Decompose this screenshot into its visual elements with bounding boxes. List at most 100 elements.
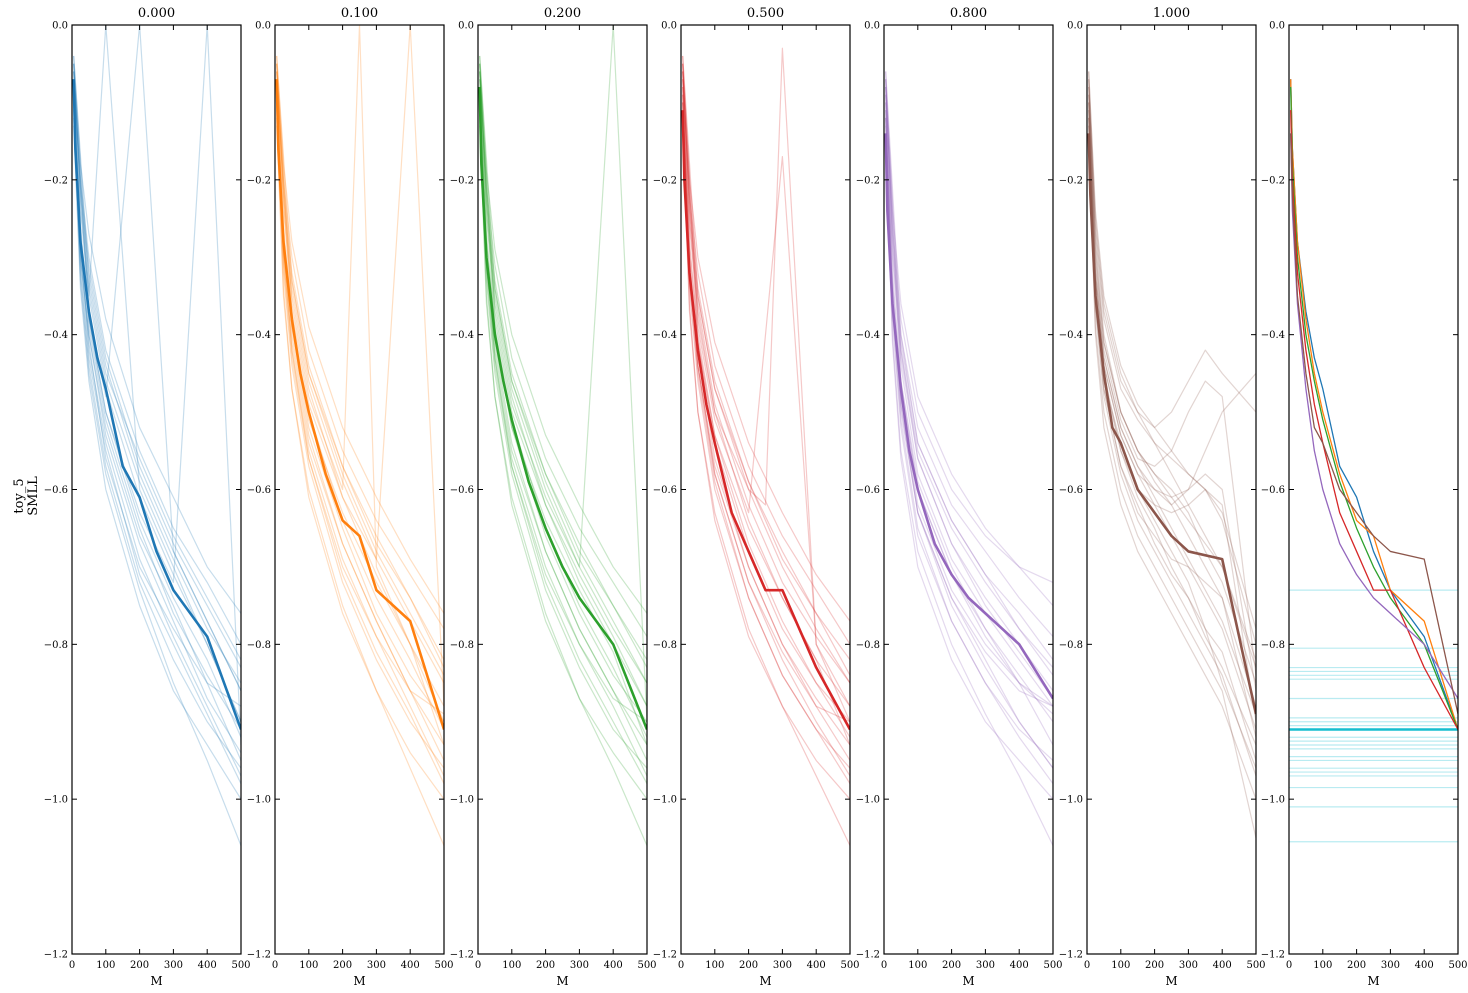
x-tick-label: 100 — [1111, 960, 1130, 971]
run-line — [276, 55, 444, 668]
run-line — [885, 102, 1053, 715]
subplot-title: 1.000 — [1153, 6, 1190, 21]
y-tick-label: −0.2 — [856, 175, 880, 186]
y-tick-label: −1.0 — [450, 795, 474, 806]
x-tick-label: 400 — [1415, 960, 1434, 971]
run-line — [682, 63, 850, 684]
y-tick-label: −1.2 — [856, 950, 880, 961]
summary-line — [1290, 133, 1458, 699]
run-line — [276, 125, 444, 800]
y-tick-label: −0.8 — [856, 640, 880, 651]
run-line — [73, 25, 241, 746]
y-tick-label: −1.0 — [44, 795, 68, 806]
y-tick-label: 0.0 — [1269, 21, 1285, 32]
run-line — [682, 55, 850, 622]
x-axis-label: M — [556, 974, 568, 988]
x-tick-label: 300 — [367, 960, 386, 971]
y-tick-label: −0.4 — [44, 330, 68, 341]
y-tick-label: −1.2 — [247, 950, 271, 961]
y-tick-label: −1.0 — [247, 795, 271, 806]
run-line — [885, 133, 1053, 846]
x-tick-label: 100 — [96, 960, 115, 971]
run-line — [73, 63, 241, 684]
y-tick-label: 0.0 — [864, 21, 880, 32]
run-line — [276, 71, 444, 630]
y-tick-label: −0.2 — [450, 175, 474, 186]
x-axis-label: M — [962, 974, 974, 988]
x-tick-label: 400 — [1213, 960, 1232, 971]
run-line — [479, 63, 647, 684]
run-line — [885, 71, 1053, 607]
subplot-7: 0.0 −0.2 −0.4 −0.6 −0.8 −1.0 −1.20 100 200 300 400… — [1261, 21, 1468, 989]
run-line — [1088, 117, 1256, 761]
x-tick-label: 400 — [401, 960, 420, 971]
run-line — [1088, 94, 1256, 676]
y-tick-label: −1.2 — [653, 950, 677, 961]
run-line — [73, 125, 241, 800]
y-tick-label: −1.2 — [1261, 950, 1285, 961]
x-tick-label: 400 — [198, 960, 217, 971]
run-line — [1088, 86, 1256, 429]
x-tick-label: 500 — [840, 960, 859, 971]
run-line — [276, 25, 444, 722]
run-line — [885, 117, 1053, 761]
x-tick-label: 200 — [1347, 960, 1366, 971]
run-line — [479, 110, 647, 784]
run-line — [885, 86, 1053, 707]
summary-line — [1290, 79, 1458, 730]
x-tick-label: 0 — [272, 960, 278, 971]
run-line — [1088, 71, 1256, 668]
summary-line — [1290, 79, 1458, 730]
y-tick-label: −0.4 — [653, 330, 677, 341]
y-tick-label: −1.0 — [856, 795, 880, 806]
run-line — [1088, 71, 1256, 630]
y-tick-label: −0.2 — [1059, 175, 1083, 186]
y-tick-label: −0.6 — [653, 485, 677, 496]
mean-line — [275, 79, 444, 730]
y-tick-label: −1.2 — [450, 950, 474, 961]
subplot-title: 0.100 — [341, 6, 378, 21]
run-line — [276, 110, 444, 784]
y-tick-label: −1.0 — [653, 795, 677, 806]
y-tick-label: −0.4 — [247, 330, 271, 341]
y-tick-label: −0.6 — [1261, 485, 1285, 496]
plot-area — [478, 25, 647, 846]
run-line — [1088, 79, 1256, 661]
y-tick-label: −1.0 — [1059, 795, 1083, 806]
mean-line — [478, 86, 647, 730]
run-line — [276, 102, 444, 769]
x-axis-label: M — [1165, 974, 1177, 988]
y-tick-label: 0.0 — [458, 21, 474, 32]
y-tick-label: −0.2 — [1261, 175, 1285, 186]
summary-line — [1290, 110, 1458, 730]
run-line — [1088, 94, 1256, 707]
y-tick-label: 0.0 — [661, 21, 677, 32]
run-line — [276, 55, 444, 614]
x-tick-label: 400 — [1010, 960, 1029, 971]
run-line — [1088, 141, 1256, 800]
run-line — [479, 117, 647, 846]
x-axis-label: M — [150, 974, 162, 988]
x-tick-label: 200 — [333, 960, 352, 971]
y-tick-label: −0.6 — [1059, 485, 1083, 496]
run-line — [73, 63, 241, 692]
run-line — [1088, 102, 1256, 715]
x-tick-label: 100 — [1313, 960, 1332, 971]
run-line — [479, 71, 647, 707]
run-line — [682, 86, 850, 723]
x-tick-label: 200 — [536, 960, 555, 971]
run-line — [682, 86, 850, 738]
run-line — [73, 117, 241, 846]
x-tick-label: 200 — [739, 960, 758, 971]
x-tick-label: 200 — [130, 960, 149, 971]
y-tick-label: −0.6 — [44, 485, 68, 496]
y-tick-label: −1.2 — [1059, 950, 1083, 961]
run-line — [479, 71, 647, 661]
y-tick-label: −0.4 — [450, 330, 474, 341]
y-tick-label: −0.8 — [247, 640, 271, 651]
y-tick-label: −0.2 — [247, 175, 271, 186]
y-tick-label: −0.6 — [247, 485, 271, 496]
x-tick-label: 500 — [231, 960, 250, 971]
summary-line — [1290, 86, 1458, 730]
run-line — [479, 102, 647, 769]
